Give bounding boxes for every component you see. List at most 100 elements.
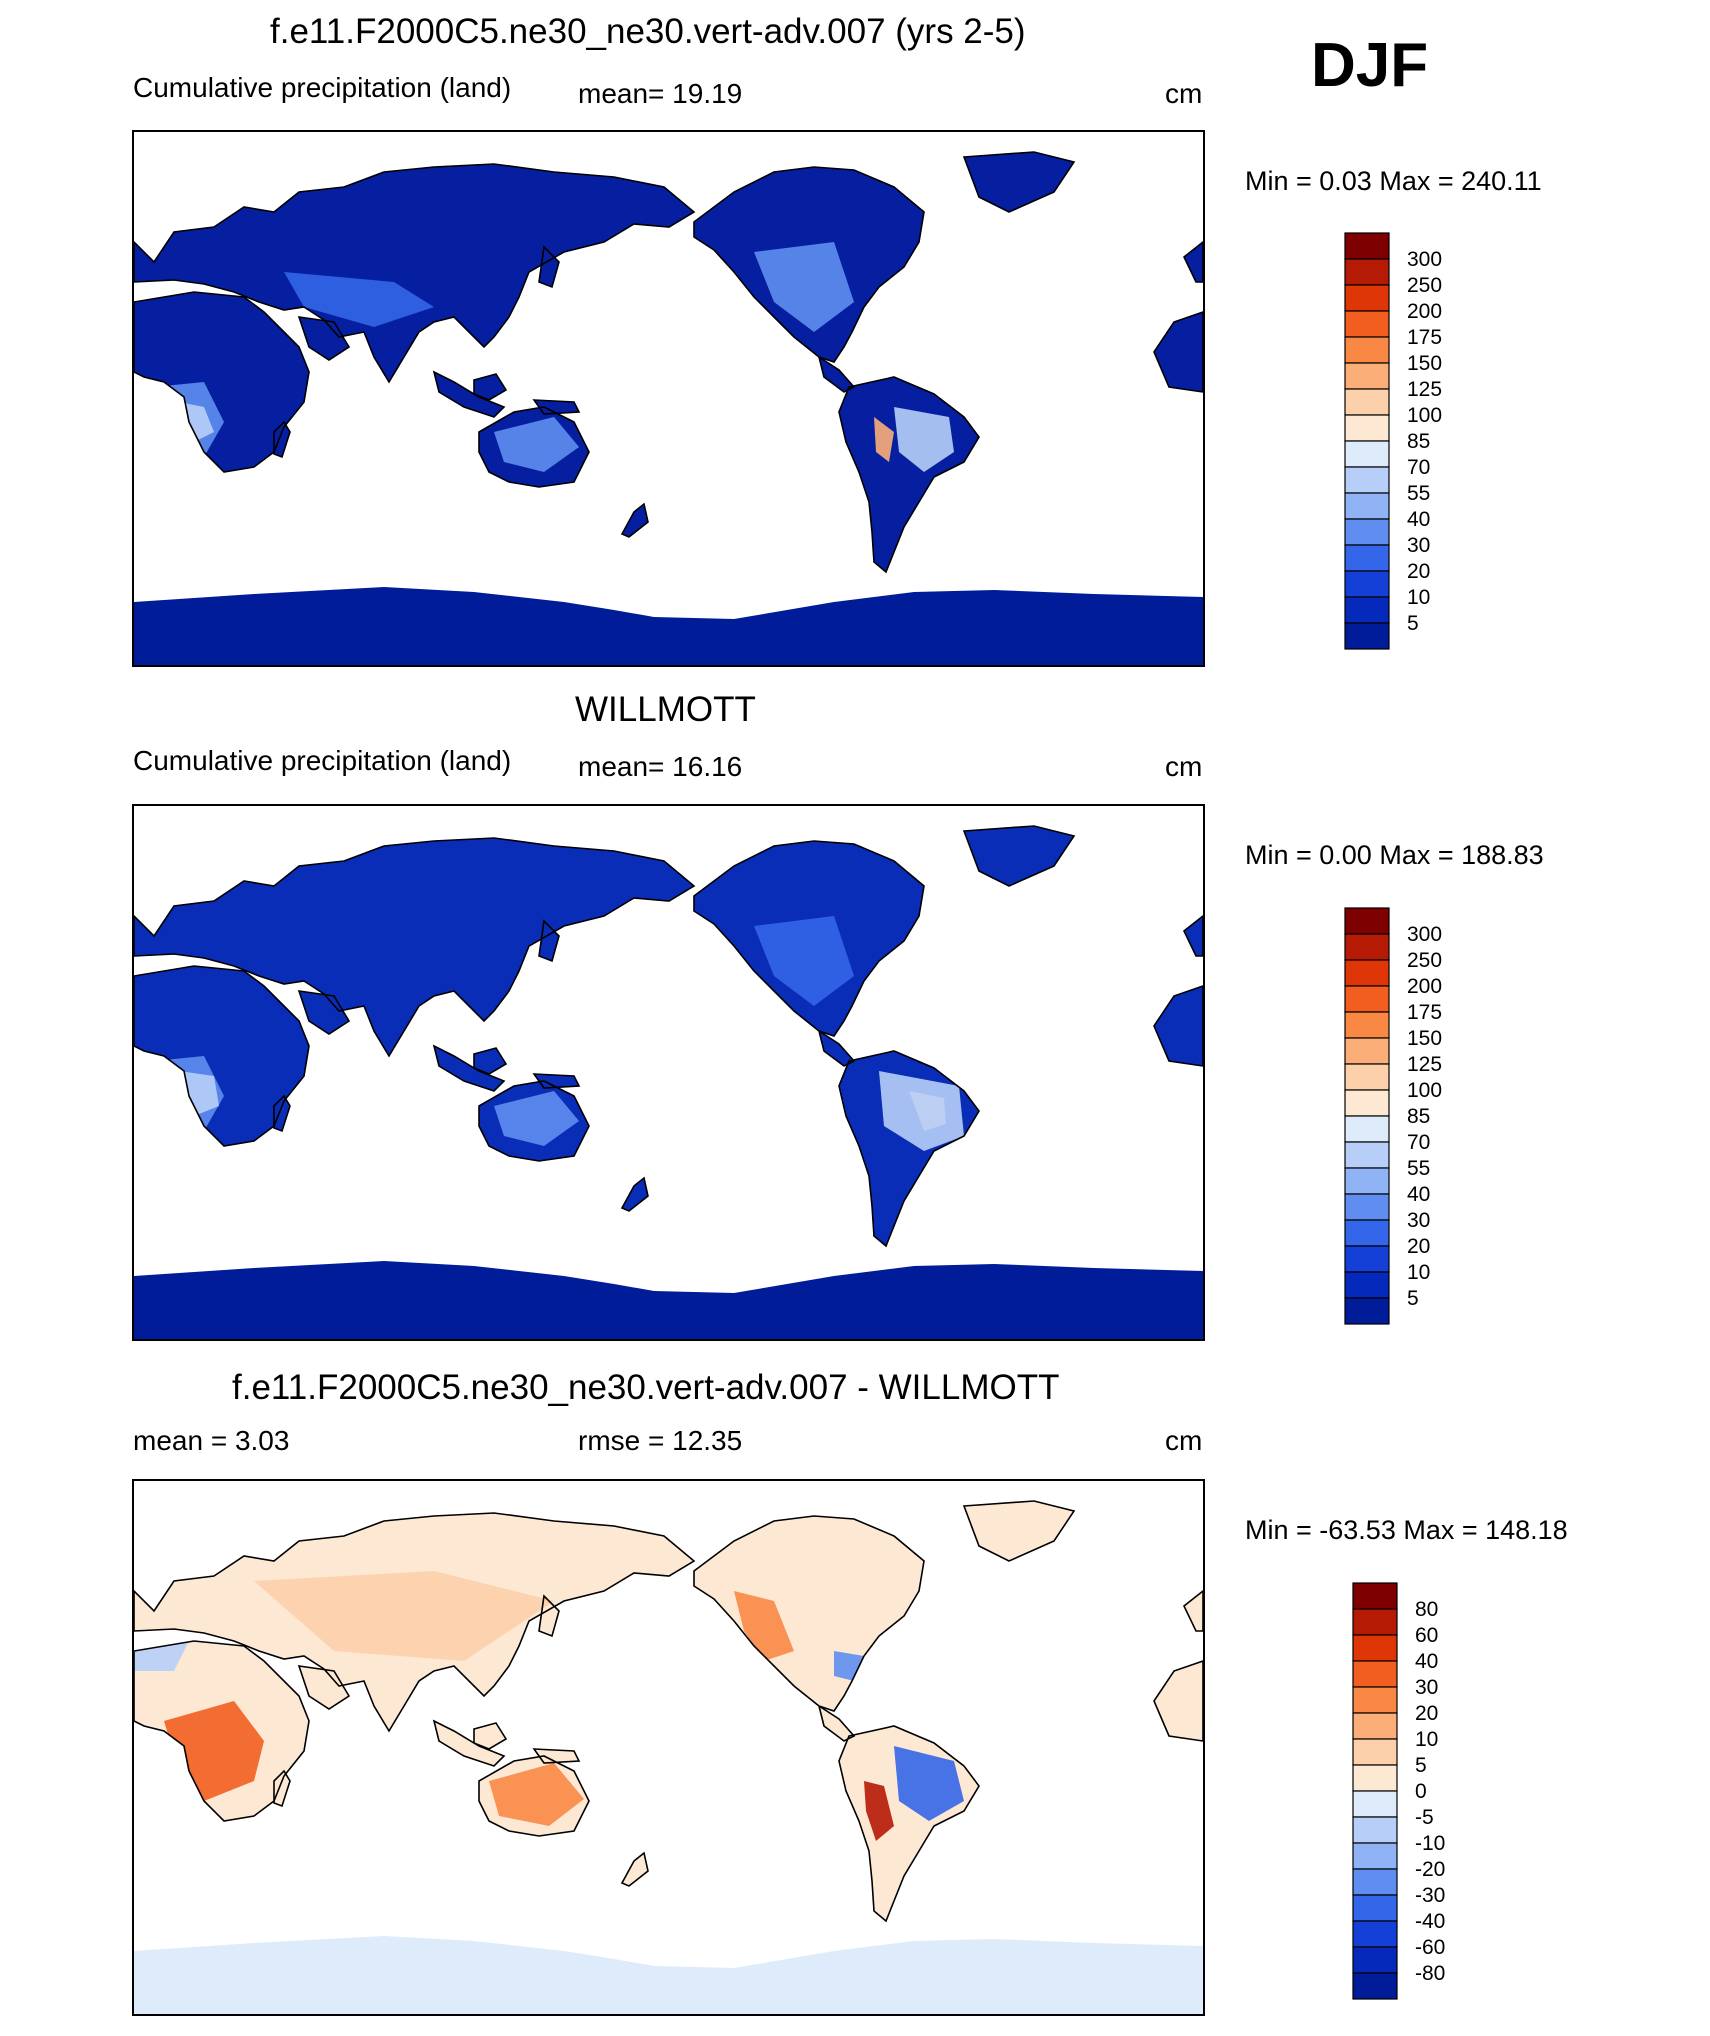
colorbar-tick-label: 85: [1407, 1105, 1430, 1128]
colorbar-swatch: [1352, 1868, 1398, 1896]
panel-model-title: f.e11.F2000C5.ne30_ne30.vert-adv.007 (yr…: [270, 12, 1026, 51]
colorbar-tick-label: 200: [1407, 300, 1442, 323]
colorbar-tick-label: 5: [1415, 1754, 1427, 1777]
colorbar-swatch: [1352, 1764, 1398, 1792]
colorbar-tick-label: 55: [1407, 482, 1430, 505]
colorbar-tick-label: 30: [1407, 1209, 1430, 1232]
coastline: [134, 837, 696, 1058]
coastline: [473, 373, 508, 401]
colorbar-tick-label: -60: [1415, 1936, 1445, 1959]
coastline: [478, 406, 590, 488]
colorbar-tick-label: 300: [1407, 923, 1442, 946]
coastline: [532, 1073, 581, 1089]
panel-obs-left-label: Cumulative precipitation (land): [133, 745, 512, 776]
land-nz: [622, 1853, 648, 1886]
precip-region: [894, 1746, 964, 1821]
land-arabia: [299, 317, 349, 360]
colorbar-swatch: [1344, 622, 1390, 650]
coastline: [1183, 1589, 1203, 1632]
colorbar-tick-label: 40: [1407, 508, 1430, 531]
precip-region: [754, 916, 854, 1006]
panel-model-left-label: Cumulative precipitation (land): [133, 72, 512, 103]
colorbar-tick-label: 20: [1407, 560, 1430, 583]
colorbar-swatch: [1344, 907, 1390, 935]
colorbar-swatch: [1344, 388, 1390, 416]
coastline: [1183, 240, 1203, 283]
coastline: [473, 1722, 508, 1750]
panel-obs-map: [132, 804, 1205, 1341]
colorbar-tick-label: 55: [1407, 1157, 1430, 1180]
colorbar-tick-label: 5: [1407, 1287, 1419, 1310]
colorbar-tick-label: 40: [1415, 1650, 1438, 1673]
colorbar-tick-label: 30: [1407, 534, 1430, 557]
coastline: [817, 355, 856, 393]
land-africa: [134, 966, 309, 1146]
coastline: [838, 1050, 980, 1248]
colorbar-swatch: [1344, 414, 1390, 442]
coastline: [1153, 1660, 1203, 1742]
coastline: [962, 1500, 1076, 1562]
colorbar-swatch: [1352, 1894, 1398, 1922]
land-westafrica: [1154, 312, 1203, 392]
precip-region: [894, 407, 954, 472]
land-nz: [622, 504, 648, 537]
coastline: [538, 919, 560, 963]
land-centam: [819, 1031, 854, 1066]
colorbar-swatch: [1344, 1011, 1390, 1039]
coastline: [620, 1176, 649, 1212]
colorbar-tick-label: 5: [1407, 612, 1419, 635]
colorbar-swatch: [1352, 1738, 1398, 1766]
colorbar-swatch: [1344, 1297, 1390, 1325]
panel-obs-units: cm: [1165, 751, 1203, 782]
colorbar-swatch: [1352, 1712, 1398, 1740]
panel-model-minmax: Min = 0.03 Max = 240.11: [1245, 166, 1542, 196]
coastline: [297, 1665, 351, 1710]
precip-region: [494, 1091, 579, 1146]
panel-model-mean: mean= 19.19: [578, 78, 743, 109]
colorbar-swatch: [1344, 1037, 1390, 1065]
coastline: [473, 1047, 508, 1075]
coastline: [532, 399, 581, 415]
colorbar-swatch: [1344, 336, 1390, 364]
panel-obs-title: WILLMOTT: [575, 690, 756, 729]
panel-obs-colorbar: 300 250 200 175 150 125 100 85 70 55 40 30 20 10 5: [1344, 907, 1465, 1333]
colorbar-swatch: [1344, 440, 1390, 468]
colorbar-swatch: [1344, 258, 1390, 286]
land-eurasia: [134, 838, 694, 1056]
coastline: [1153, 985, 1203, 1067]
land-seasia: [434, 1721, 504, 1766]
coastline: [297, 316, 351, 361]
colorbar-tick-label: 10: [1415, 1728, 1438, 1751]
precip-region: [494, 417, 579, 472]
land-madagascar: [274, 422, 290, 457]
colorbar-tick-label: 175: [1407, 1001, 1442, 1024]
colorbar-swatch: [1344, 1271, 1390, 1299]
colorbar-swatch: [1352, 1686, 1398, 1714]
colorbar-tick-label: 10: [1407, 586, 1430, 609]
land-iberia: [1184, 1591, 1203, 1631]
land-antarctica: [134, 587, 1203, 665]
land-eurasia: [134, 164, 694, 382]
land-borneo: [474, 1723, 506, 1749]
coastline: [478, 1080, 590, 1162]
panel-model-colorbar: 300 250 200 175 150 125 100 85 70 55 40 30 20 10 5: [1344, 232, 1465, 658]
colorbar-swatch: [1344, 570, 1390, 598]
colorbar-swatch: [1344, 518, 1390, 546]
colorbar-swatch: [1344, 959, 1390, 987]
coastline: [532, 1748, 581, 1764]
colorbar-tick-label: 150: [1407, 352, 1442, 375]
panel-diff-colorbar: 80 60 40 30 20 10 5 0 -5 -10 -20 -30 -40 -60 -80: [1352, 1582, 1473, 2008]
panel-diff-rmse: rmse = 12.35: [578, 1425, 743, 1456]
coastline: [432, 1719, 506, 1767]
land-arabia: [299, 991, 349, 1034]
coastline: [817, 1704, 856, 1742]
colorbar-tick-label: -30: [1415, 1884, 1445, 1907]
coastline: [297, 990, 351, 1035]
season-label: DJF: [1311, 31, 1429, 100]
world-map: [134, 1500, 1203, 2014]
land-greenland: [964, 152, 1074, 212]
coastline: [538, 1594, 560, 1638]
land-greenland: [964, 826, 1074, 886]
panel-obs-minmax: Min = 0.00 Max = 188.83: [1245, 840, 1544, 870]
colorbar-swatch: [1352, 1920, 1398, 1948]
